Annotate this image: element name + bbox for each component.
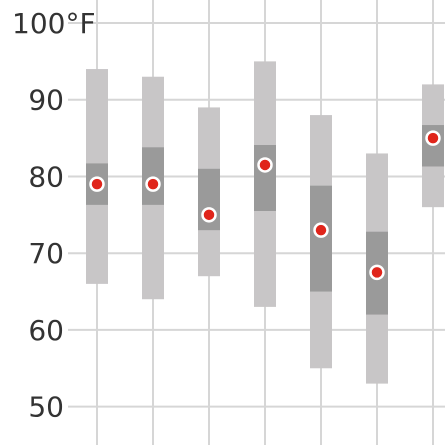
y-tick-label: 50 (28, 391, 64, 424)
range-bar-group (254, 61, 276, 307)
range-bar-group (198, 107, 220, 277)
mean-point (425, 130, 441, 146)
y-tick-label: 70 (28, 237, 64, 270)
range-bar-group (86, 69, 108, 284)
range-bar-group (422, 84, 444, 208)
range-bar-group (366, 153, 388, 384)
y-axis-labels: 100°F 90 80 70 60 50 (12, 7, 96, 424)
mean-point (89, 176, 105, 192)
inner-range-bar (310, 185, 332, 292)
range-bar-group (310, 115, 332, 369)
mean-point (145, 176, 161, 192)
range-bars (86, 61, 444, 384)
range-bar-group (142, 76, 164, 300)
y-tick-label: 80 (28, 160, 64, 193)
y-tick-label: 90 (28, 84, 64, 117)
mean-point (257, 157, 273, 173)
inner-range-bar (254, 145, 276, 211)
mean-point (369, 264, 385, 281)
y-tick-label: 60 (28, 314, 64, 347)
mean-point (201, 207, 217, 223)
y-tick-label: 100°F (12, 7, 96, 40)
inner-range-bar (142, 147, 164, 205)
mean-point (313, 222, 329, 238)
